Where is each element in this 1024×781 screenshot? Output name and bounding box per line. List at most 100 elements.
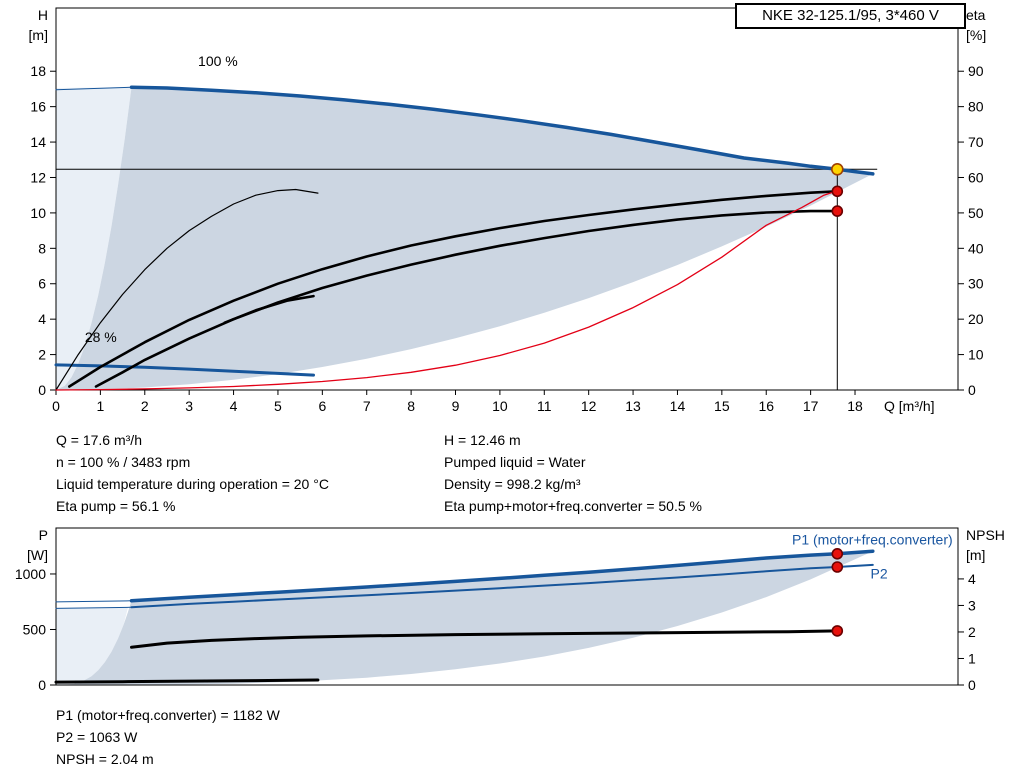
tick-label: 10 [30,205,46,221]
tick-label: 4 [968,571,976,587]
tick-label: 20 [968,311,984,327]
tick-label: 3 [185,398,193,414]
operating-envelope-region [56,87,873,390]
label-100pct: 100 % [198,53,238,69]
tick-label: 0 [38,677,46,693]
label-p2: P2 [871,565,888,581]
info-line-liquid: Pumped liquid = Water [444,454,586,470]
tick-label: 16 [30,99,46,115]
tick-label: 60 [968,169,984,185]
tick-label: 12 [30,169,46,185]
tick-label: 9 [452,398,460,414]
tick-label: 11 [537,398,552,414]
p2-curve-extension [55,606,132,609]
tick-label: 3 [968,597,976,613]
tick-label: 10 [492,398,508,414]
tick-label: 18 [847,398,863,414]
tick-label: 7 [363,398,371,414]
tick-label: 70 [968,134,984,150]
tick-label: 16 [758,398,774,414]
head-chart: 0 1 2 3 4 5 6 7 8 9 10 11 12 13 14 15 16 17 18024681012141… [29,7,987,414]
head-chart-frame [55,7,959,391]
tick-label: 0 [38,382,46,398]
duty-point-marker[interactable] [830,163,844,176]
info-line-density: Density = 998.2 kg/m³ [444,476,581,492]
tick-label: 500 [23,621,47,637]
x-axis-title: Q [m³/h] [884,398,935,414]
tick-label: 14 [670,398,686,414]
duty-info-left-column: Q = 17.6 m³/h n = 100 % / 3483 rpm Liqui… [56,429,329,517]
info-line-eta-pump: Eta pump = 56.1 % [56,498,176,514]
eta-pump-fullspeed-thin-curve [55,188,319,391]
power-npsh-chart-frame [55,527,959,686]
npsh-curve [130,629,839,649]
p2-curve [130,563,874,609]
envelope-light-region [56,87,132,390]
tick-label: 50 [968,205,984,221]
info-line-p2: P2 = 1063 W [56,729,138,745]
y-left-axis-title: [W] [27,547,48,563]
label-28pct: 28 % [85,329,117,345]
eta-pump-curve [68,190,839,388]
eta-total-point-marker [831,205,844,217]
y-right-axis-title: NPSH [966,527,1005,543]
speed-100pct-curve-extension [55,86,132,91]
tick-label: 8 [407,398,415,414]
y-left-axis-title: [m] [29,27,48,43]
p2-point-marker [831,561,844,573]
speed-100pct-curve [129,85,875,176]
tick-label: 1000 [15,566,46,582]
npsh-point-marker [831,625,844,637]
duty-info-right-column: H = 12.46 m Pumped liquid = Water Densit… [444,429,702,517]
eta-lowspeed-stub-curve [223,294,315,324]
tick-label: 10 [968,347,984,363]
p1-point-marker [831,547,844,560]
tick-label: 4 [38,311,46,327]
tick-label: 0 [968,677,976,693]
power-envelope-region [56,551,873,685]
p1-curve [129,549,875,603]
tick-label: 2 [968,624,976,640]
tick-label: 13 [625,398,641,414]
tick-label: 0 [968,382,976,398]
power-npsh-chart: 0 500 1000 0 1 2 3 4 P1 (motor+freq.converter) P2… [15,527,1005,693]
tick-label: 6 [318,398,326,414]
tick-label: 4 [230,398,238,414]
tick-label: 17 [803,398,819,414]
eta-total-curve [94,209,839,388]
y-right-axis-title: eta [966,7,986,23]
eta-pump-point-marker [831,185,844,198]
power-envelope-light-region [56,607,128,685]
tick-label: 2 [38,347,46,363]
control-curve-red [55,190,838,391]
tick-label: 18 [30,63,46,79]
info-line-eta-total: Eta pump+motor+freq.converter = 50.5 % [444,498,702,514]
tick-label: 2 [141,398,149,414]
tick-label: 14 [30,134,46,150]
tick-label: 0 [52,398,60,414]
power-info-block: P1 (motor+freq.converter) = 1182 W P2 = … [56,704,280,770]
y-left-axis-title: P [39,527,48,543]
info-line-head: H = 12.46 m [444,432,521,448]
y-right-axis-title: [m] [966,547,985,563]
y-left-axis-title: H [38,7,48,23]
tick-label: 12 [581,398,597,414]
tick-label: 90 [968,63,984,79]
duty-info-block: Q = 17.6 m³/h n = 100 % / 3483 rpm Liqui… [56,429,956,521]
tick-label: 30 [968,276,984,292]
tick-label: 1 [96,398,104,414]
y-right-axis-title: [%] [966,27,986,43]
tick-label: 1 [968,650,976,666]
tick-label: 8 [38,240,46,256]
tick-label: 40 [968,240,984,256]
pump-model-title: NKE 32-125.1/95, 3*460 V [735,3,966,29]
p1-curve-extension [55,600,132,603]
tick-label: 6 [38,276,46,292]
p-lowspeed-line [54,678,320,684]
info-line-temperature: Liquid temperature during operation = 20… [56,476,329,492]
info-line-flow: Q = 17.6 m³/h [56,432,142,448]
tick-label: 80 [968,99,984,115]
tick-label: 5 [274,398,282,414]
